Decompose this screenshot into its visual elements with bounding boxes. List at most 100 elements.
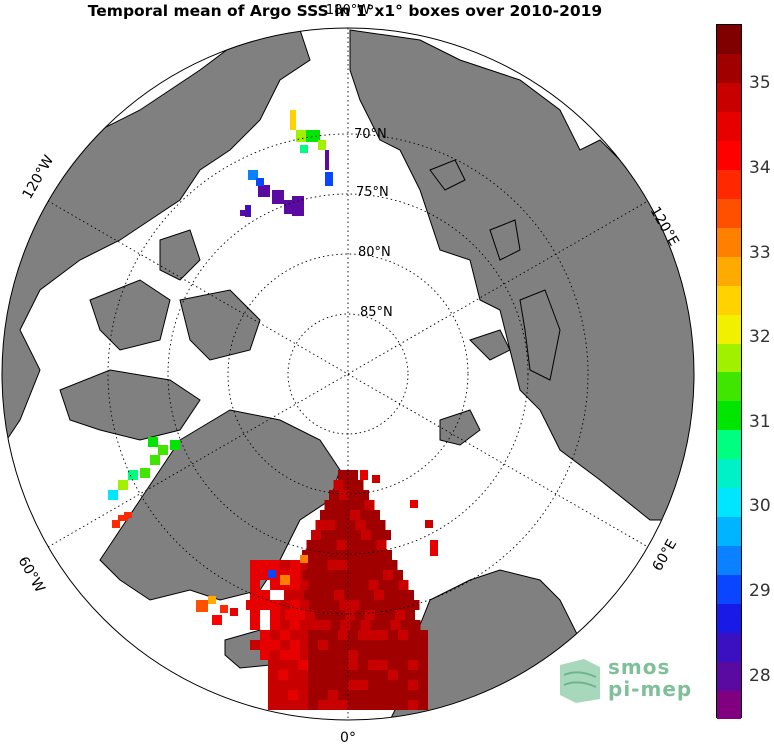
sss-cell-nordic-seas-atlantic — [305, 610, 315, 620]
sss-cell-nordic-seas-atlantic — [288, 630, 298, 640]
sss-cell-nordic-seas-atlantic — [250, 610, 260, 620]
sss-cell-baffin-bay — [150, 455, 160, 465]
sss-cell-nordic-seas-atlantic — [408, 660, 418, 670]
sss-cell-nordic-seas-atlantic — [348, 580, 359, 590]
sss-cell-nordic-seas-atlantic — [375, 610, 385, 620]
sss-cell-nordic-seas-atlantic — [364, 500, 375, 510]
sss-cell-nordic-seas-atlantic — [318, 680, 328, 690]
sss-cell-baffin-bay — [108, 490, 118, 500]
polar-map: 180°W 120°W 60°W 0° 60°E 120°E 70°N 75°N… — [1, 3, 695, 746]
sss-cell-nordic-seas-atlantic — [280, 560, 290, 570]
sss-cell-nordic-seas-atlantic — [350, 510, 360, 520]
sss-cell-nordic-seas-atlantic — [318, 650, 328, 660]
sss-cell-nordic-seas-atlantic — [363, 570, 373, 580]
sss-cell-nordic-seas-atlantic — [354, 590, 364, 600]
sss-cell-nordic-seas-atlantic — [368, 680, 378, 690]
sss-cell-nordic-seas-atlantic — [270, 610, 280, 620]
sss-cell-nordic-seas-atlantic — [384, 590, 394, 600]
sss-cell-nordic-seas-atlantic — [408, 670, 418, 680]
chart-title: Temporal mean of Argo SSS in 1°x1° boxes… — [87, 2, 603, 20]
sss-cell-nordic-seas-atlantic — [418, 700, 428, 710]
colorbar-segment — [717, 400, 741, 431]
colorbar-segment — [717, 285, 741, 315]
sss-cell-nordic-seas-atlantic — [389, 600, 400, 610]
sss-cell-nordic-seas-atlantic — [320, 510, 330, 520]
colorbar-segment — [717, 25, 741, 55]
sss-cell-nordic-seas-atlantic — [250, 640, 260, 650]
sss-cell-nordic-seas-atlantic — [359, 490, 369, 500]
sss-cell-nordic-seas-atlantic — [300, 620, 311, 630]
sss-cell-nordic-seas-atlantic — [358, 660, 368, 670]
sss-cell-nordic-seas-atlantic — [377, 560, 388, 570]
sss-cell-nordic-seas-atlantic — [338, 660, 348, 670]
sss-cell-nordic-seas-atlantic — [303, 570, 313, 580]
sss-cell-nordic-seas-atlantic — [375, 520, 386, 530]
sss-cell-nordic-seas-atlantic — [388, 580, 399, 590]
sss-cell-nordic-seas-atlantic — [338, 680, 348, 690]
colorbar-segment — [717, 574, 741, 604]
sss-cell-nordic-seas-atlantic — [365, 610, 375, 620]
colorbar-segment — [717, 53, 741, 84]
sss-cell-nordic-seas-atlantic — [306, 540, 317, 550]
sss-cell-nordic-seas-atlantic — [336, 540, 347, 550]
sss-cell-nordic-seas-atlantic — [338, 580, 349, 590]
sss-cell-nordic-seas-atlantic — [278, 670, 288, 680]
sss-cell-nordic-seas-atlantic — [329, 600, 340, 610]
sss-cell-nordic-seas-atlantic — [318, 700, 328, 710]
sss-cell-nordic-seas-atlantic — [250, 620, 260, 630]
sss-cell-nordic-seas-atlantic — [376, 540, 387, 550]
sss-cell-nordic-seas-atlantic — [290, 610, 300, 620]
sss-cell-beaufort-sea — [325, 150, 329, 170]
sss-cell-nordic-seas-atlantic — [367, 560, 378, 570]
sss-cell-nordic-seas-atlantic — [358, 650, 368, 660]
colorbar-tick-label: 30 — [749, 496, 771, 517]
sss-cell-nordic-seas-atlantic — [327, 560, 338, 570]
sss-cell-nordic-seas-atlantic — [270, 580, 280, 590]
sss-cell-nordic-seas-atlantic — [324, 590, 334, 600]
sss-cell-nordic-seas-atlantic — [348, 650, 358, 660]
sss-cell-nordic-seas-atlantic — [398, 670, 408, 680]
sss-cell-nordic-seas-atlantic — [334, 590, 344, 600]
sss-cell-nordic-seas-atlantic — [388, 680, 398, 690]
sss-cell-nordic-seas-atlantic — [368, 640, 378, 650]
sss-cell-nordic-seas-atlantic — [358, 690, 368, 700]
sss-cell-nordic-seas-atlantic — [347, 560, 358, 570]
sss-cell-nordic-seas-atlantic — [311, 530, 321, 540]
logo-text-smos: smos — [608, 655, 671, 679]
sss-cell-nordic-seas-atlantic — [378, 700, 388, 710]
sss-cell-nordic-seas-atlantic — [383, 570, 393, 580]
sss-cell-nordic-seas-atlantic — [318, 690, 328, 700]
sss-cell-nordic-seas-atlantic — [328, 670, 338, 680]
sss-cell-nordic-seas-atlantic — [270, 600, 280, 610]
sss-cell-nordic-seas-atlantic — [308, 670, 318, 680]
sss-cell-nordic-seas-atlantic — [338, 630, 348, 640]
sss-cell-nordic-seas-atlantic — [308, 650, 318, 660]
colorbar-tick-label: 31 — [749, 411, 771, 432]
sss-cell-nordic-seas-atlantic — [318, 640, 328, 650]
sss-cell-nordic-seas-atlantic — [278, 640, 288, 650]
sss-cell-nordic-seas-atlantic — [260, 650, 270, 660]
sss-cell-nordic-seas-atlantic — [369, 600, 380, 610]
parallel-80 — [227, 253, 469, 495]
sss-cell-nordic-seas-atlantic — [280, 650, 290, 660]
sss-cell-nordic-seas-atlantic — [313, 570, 323, 580]
sss-cell-nordic-seas-atlantic — [368, 630, 378, 640]
label-80n: 80°N — [358, 245, 391, 260]
colorbar-segment — [717, 256, 741, 286]
sss-cell-beaufort-sea — [292, 196, 304, 216]
sss-cell-nordic-seas-atlantic — [390, 620, 401, 630]
land-severnaya — [489, 219, 521, 261]
sss-cell-nordic-seas-atlantic — [290, 620, 300, 630]
sss-cell-nordic-seas-atlantic — [408, 650, 418, 660]
sss-cell-nordic-seas-atlantic — [260, 590, 270, 600]
land-novaya-zemlya — [519, 289, 561, 381]
sss-cell-nordic-seas-atlantic — [268, 680, 278, 690]
sss-cell-nordic-seas-atlantic — [250, 570, 260, 580]
sss-cell-nordic-seas-atlantic — [270, 640, 280, 650]
land-ellesmere — [59, 369, 201, 441]
colorbar-segment — [717, 140, 741, 171]
sss-cell-nordic-seas-atlantic — [405, 610, 415, 620]
sss-cell-nordic-seas-atlantic — [345, 610, 355, 620]
sss-cell-chukchi-sea — [296, 130, 306, 142]
colorbar-segment — [717, 314, 741, 344]
